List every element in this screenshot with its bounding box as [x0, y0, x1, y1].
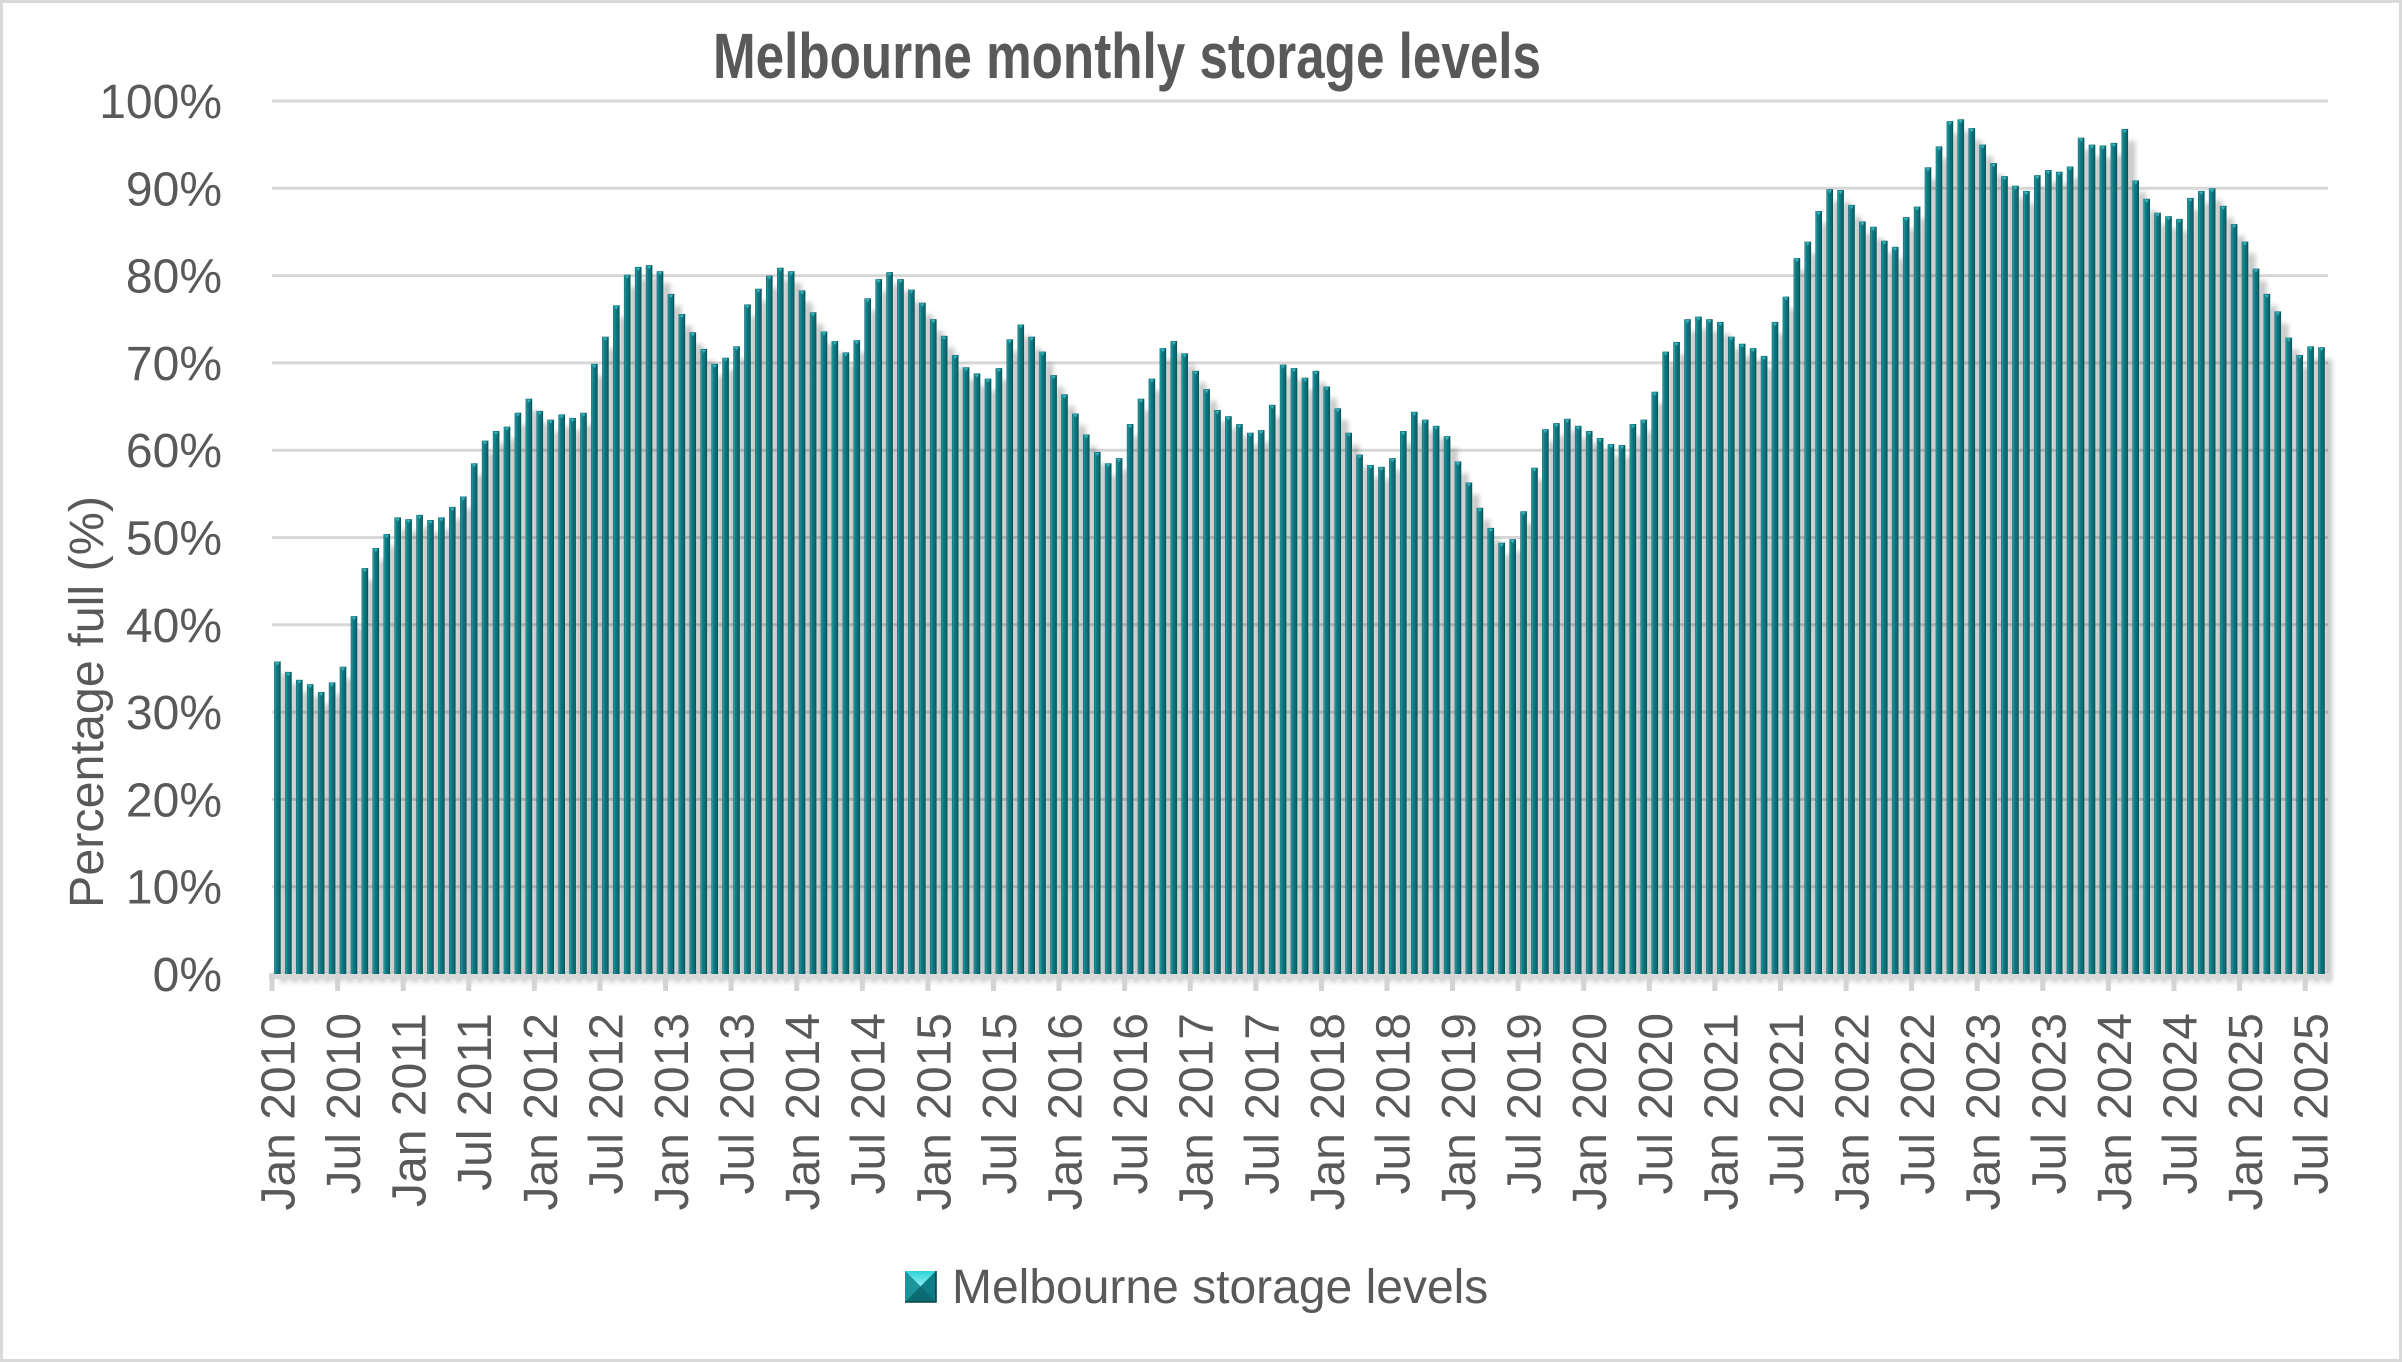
svg-text:Jan 2010: Jan 2010 — [253, 1013, 306, 1211]
svg-text:Jan 2022: Jan 2022 — [1827, 1013, 1880, 1211]
svg-text:Jul 2014: Jul 2014 — [843, 1013, 896, 1194]
svg-text:100%: 100% — [99, 76, 222, 129]
svg-text:Jan 2020: Jan 2020 — [1564, 1013, 1617, 1211]
svg-text:Jan 2024: Jan 2024 — [2089, 1013, 2142, 1211]
svg-text:Jul 2024: Jul 2024 — [2155, 1013, 2208, 1194]
svg-text:Jul 2012: Jul 2012 — [580, 1013, 633, 1194]
svg-text:Jul 2013: Jul 2013 — [712, 1013, 765, 1194]
svg-text:Jul 2011: Jul 2011 — [449, 1013, 502, 1191]
svg-text:10%: 10% — [126, 862, 222, 915]
svg-text:Jan 2012: Jan 2012 — [515, 1013, 568, 1211]
svg-text:Jan 2018: Jan 2018 — [1302, 1013, 1355, 1211]
svg-text:Jul 2022: Jul 2022 — [1892, 1013, 1945, 1194]
svg-text:Jan 2011: Jan 2011 — [384, 1013, 437, 1207]
svg-text:80%: 80% — [126, 251, 222, 304]
svg-text:Jan 2017: Jan 2017 — [1171, 1013, 1224, 1211]
svg-text:Melbourne storage levels: Melbourne storage levels — [952, 1261, 1488, 1314]
svg-text:Jul 2018: Jul 2018 — [1367, 1013, 1420, 1194]
svg-text:Jan 2016: Jan 2016 — [1040, 1013, 1093, 1211]
svg-text:Jan 2015: Jan 2015 — [908, 1013, 961, 1211]
svg-text:Jan 2013: Jan 2013 — [646, 1013, 699, 1211]
svg-text:Jan 2025: Jan 2025 — [2220, 1013, 2273, 1211]
svg-text:Jul 2023: Jul 2023 — [2023, 1013, 2076, 1194]
svg-text:40%: 40% — [126, 600, 222, 653]
svg-text:Jan 2019: Jan 2019 — [1433, 1013, 1486, 1211]
svg-text:20%: 20% — [126, 774, 222, 827]
svg-text:Jul 2020: Jul 2020 — [1630, 1013, 1683, 1194]
svg-text:0%: 0% — [153, 949, 222, 1002]
svg-text:Jul 2016: Jul 2016 — [1105, 1013, 1158, 1194]
svg-text:Jul 2019: Jul 2019 — [1499, 1013, 1552, 1194]
svg-text:50%: 50% — [126, 513, 222, 566]
svg-text:60%: 60% — [126, 425, 222, 478]
svg-text:30%: 30% — [126, 687, 222, 740]
svg-text:Jul 2021: Jul 2021 — [1761, 1013, 1814, 1194]
svg-text:Jul 2017: Jul 2017 — [1236, 1013, 1289, 1194]
svg-text:Melbourne monthly storage leve: Melbourne monthly storage levels — [713, 21, 1541, 92]
svg-text:Percentage full (%): Percentage full (%) — [61, 496, 114, 908]
svg-text:70%: 70% — [126, 338, 222, 391]
svg-text:90%: 90% — [126, 163, 222, 216]
svg-text:Jul 2010: Jul 2010 — [318, 1013, 371, 1194]
svg-text:Jan 2014: Jan 2014 — [777, 1013, 830, 1211]
svg-text:Jan 2021: Jan 2021 — [1695, 1013, 1748, 1211]
svg-text:Jul 2025: Jul 2025 — [2286, 1013, 2339, 1194]
svg-text:Jan 2023: Jan 2023 — [1958, 1013, 2011, 1211]
svg-text:Jul 2015: Jul 2015 — [974, 1013, 1027, 1194]
